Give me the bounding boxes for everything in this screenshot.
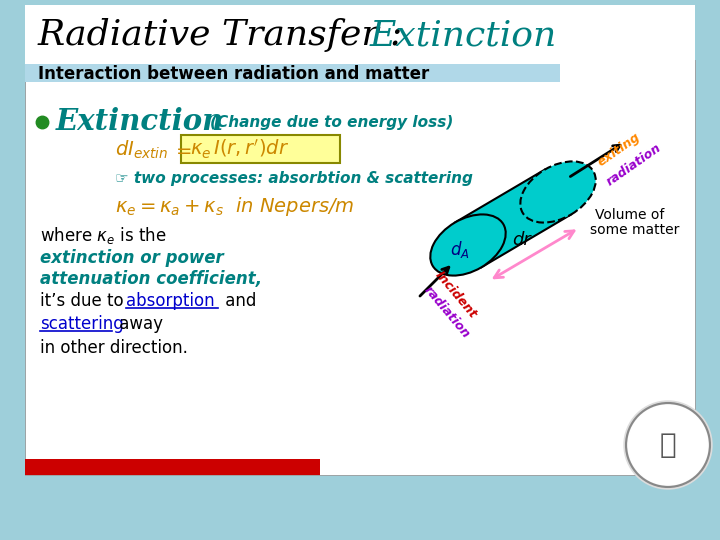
Text: radiation: radiation: [604, 141, 664, 188]
Text: Volume of: Volume of: [595, 208, 665, 222]
Text: Interaction between radiation and matter: Interaction between radiation and matter: [38, 65, 429, 83]
Text: Incident: Incident: [432, 269, 479, 321]
Text: $d_A$: $d_A$: [450, 239, 470, 260]
Text: Extinction: Extinction: [56, 107, 224, 137]
Text: away: away: [114, 315, 163, 333]
Bar: [25, 64, 560, 82]
Polygon shape: [455, 170, 571, 267]
Text: attenuation coefficient,: attenuation coefficient,: [40, 270, 262, 288]
Text: $dI_{extin}$: $dI_{extin}$: [115, 139, 168, 161]
Ellipse shape: [431, 214, 505, 275]
Text: $\kappa_e\, I(r,r')dr$: $\kappa_e\, I(r,r')dr$: [190, 137, 289, 160]
Text: $\kappa_e = \kappa_a + \kappa_s$  in Nepers/m: $\kappa_e = \kappa_a + \kappa_s$ in Nepe…: [115, 195, 355, 219]
Text: in other direction.: in other direction.: [40, 339, 188, 357]
Ellipse shape: [521, 161, 595, 222]
Bar: [25, 459, 320, 475]
FancyBboxPatch shape: [181, 135, 340, 163]
Bar: [25, 60, 695, 475]
Text: Radiative Transfer :: Radiative Transfer :: [38, 18, 415, 52]
Text: scattering: scattering: [40, 315, 124, 333]
Text: radiation: radiation: [421, 284, 472, 341]
Text: $=$: $=$: [172, 140, 192, 159]
Text: absorption: absorption: [126, 292, 215, 310]
Text: ⛪: ⛪: [660, 431, 676, 459]
Text: some matter: some matter: [590, 223, 680, 237]
Text: (Change due to energy loss): (Change due to energy loss): [210, 114, 454, 130]
Text: exiting: exiting: [595, 131, 642, 170]
Bar: [25, 5, 695, 65]
Text: and: and: [220, 292, 256, 310]
Text: extinction or power: extinction or power: [40, 249, 224, 267]
Text: dr: dr: [512, 231, 531, 249]
Circle shape: [624, 401, 712, 489]
Text: it’s due to: it’s due to: [40, 292, 129, 310]
Circle shape: [628, 405, 708, 485]
Text: ☞ two processes: absorbtion & scattering: ☞ two processes: absorbtion & scattering: [115, 171, 473, 186]
Text: Extinction: Extinction: [370, 18, 557, 52]
Text: where $\kappa_e$ is the: where $\kappa_e$ is the: [40, 225, 166, 246]
